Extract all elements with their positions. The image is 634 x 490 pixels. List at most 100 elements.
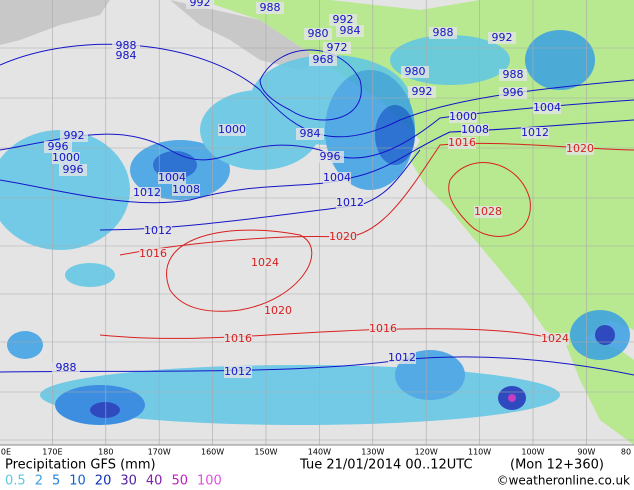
isobar-label: 984 [340,24,361,37]
label-bg [60,130,88,142]
label-bg [323,172,351,184]
label-bg [112,50,140,62]
isobar-label: 992 [412,85,433,98]
isobar-label: 992 [64,129,85,142]
longitude-label: 110W [468,448,491,457]
label-bg [461,124,489,136]
legend-value: 10 [69,474,86,489]
isobar-label: 1012 [521,126,549,139]
legend-value: 5 [52,474,60,489]
isobar-label: 1028 [474,205,502,218]
longitude-label: 170W [148,448,171,457]
label-bg [59,164,87,176]
label-bg [388,352,416,364]
label-bg [429,27,457,39]
isobar-label: 972 [327,41,348,54]
isobar-label: 996 [320,150,341,163]
isobar-label: 1016 [139,247,167,260]
isobar-label: 988 [433,26,454,39]
label-bg [133,187,161,199]
legend-value: 0.5 [5,474,26,489]
isobar-label: 1020 [264,304,292,317]
label-bg [488,32,516,44]
label-bg [533,102,561,114]
isobar-label: 1012 [336,196,364,209]
isobar-label: 992 [333,13,354,26]
legend-value: 20 [95,474,112,489]
longitude-label: 0E [1,448,11,457]
isobar-label: 1016 [369,322,397,335]
isobar-label: 1004 [158,171,186,184]
label-bg [474,206,502,218]
isobar-label: 1004 [533,101,561,114]
legend-value: 50 [171,474,188,489]
label-bg [541,333,569,345]
legend: 0.5 2 5 10 20 30 40 50 100 [5,474,222,489]
label-bg [329,231,357,243]
label-bg [336,197,364,209]
isobar-label: 996 [63,163,84,176]
legend-value: 100 [197,474,222,489]
isobar-label: 1020 [329,230,357,243]
isobar-label: 1004 [323,171,351,184]
isobar-label: 1012 [133,186,161,199]
credit: ©weatheronline.co.uk [497,474,630,488]
isobar-label: 1016 [224,332,252,345]
isobar-label: 988 [116,39,137,52]
isobar-label: 992 [190,0,211,9]
longitude-label: 80 [621,448,631,457]
isobar-label: 1024 [541,332,569,345]
label-bg [401,66,429,78]
longitude-label: 90W [577,448,595,457]
legend-value: 40 [146,474,163,489]
label-bg [256,2,284,14]
label-bg [224,333,252,345]
label-bg [144,225,172,237]
longitude-label: 130W [361,448,384,457]
precipitation [0,30,630,425]
label-bg [449,111,477,123]
label-bg [172,184,200,196]
isobar-label: 1016 [448,136,476,149]
legend-value: 30 [120,474,137,489]
label-bg [408,86,436,98]
isobar-label: 980 [405,65,426,78]
label-bg [158,172,186,184]
label-bg [112,40,140,52]
isobar-label: 1020 [566,142,594,155]
longitude-label: 170E [42,448,62,457]
label-bg [251,257,279,269]
longitude-labels: 0E 170E 180 170W 160W 150W 140W 130W 120W 110W 100… [1,448,631,457]
legend-value: 2 [35,474,43,489]
isobar-label: 1000 [52,151,80,164]
isobar-label: 1012 [388,351,416,364]
longitude-label: 160W [201,448,224,457]
label-bg [336,25,364,37]
label-bg [499,87,527,99]
label-bg [186,0,214,9]
label-bg [499,69,527,81]
isobar-label: 1000 [449,110,477,123]
longitude-label: 180 [98,448,113,457]
label-bg [224,366,252,378]
isobar-label: 996 [48,140,69,153]
isobar-label: 992 [492,31,513,44]
label-bg [316,151,344,163]
label-bg [323,42,351,54]
isobar-label: 996 [503,86,524,99]
label-bg [521,127,549,139]
isobar-label: 984 [300,127,321,140]
isobar-label: 1012 [224,365,252,378]
longitude-label: 120W [415,448,438,457]
valid-time: Tue 21/01/2014 00..12UTC [299,458,473,473]
isobar-label: 1000 [218,123,246,136]
isobar-label: 1008 [461,123,489,136]
label-bg [309,54,337,66]
isobar-label: 1012 [144,224,172,237]
label-bg [139,248,167,260]
label-bg [566,143,594,155]
forecast-step: (Mon 12+360) [510,458,604,473]
isobar-label: 984 [116,49,137,62]
